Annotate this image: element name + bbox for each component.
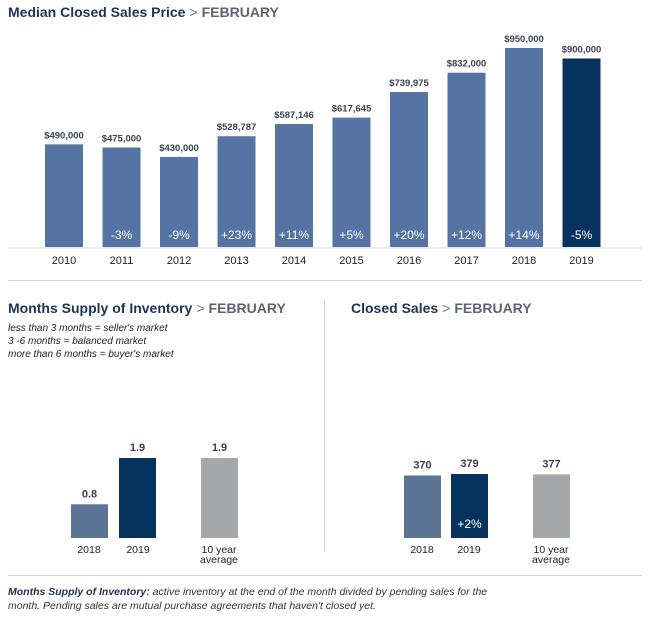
closed-sales-x-tick-0: 2018: [410, 544, 434, 556]
change-label-2014: +11%: [279, 228, 309, 242]
inventory-bar-2: [201, 458, 238, 538]
title-month: FEBRUARY: [454, 300, 532, 316]
closed-sales-bar-0: [404, 475, 441, 538]
inventory-bar-0: [71, 504, 108, 538]
bar-2017: [447, 72, 486, 247]
divider-horizontal-bottom: [8, 575, 642, 576]
inventory-title-text: Months Supply of Inventory: [8, 300, 193, 316]
closed-sales-change-label-1: +2%: [457, 517, 482, 531]
x-tick-2011: 2011: [110, 255, 134, 267]
value-label-2010: $490,000: [44, 130, 84, 141]
inventory-value-label-1: 1.9: [130, 442, 145, 454]
closed-sales-x-tick-1: 2019: [457, 544, 481, 556]
closed-sales-title-text: Closed Sales: [351, 300, 439, 316]
change-label-2013: +23%: [221, 228, 252, 242]
change-label-2012: -9%: [168, 228, 190, 242]
median-price-title-text: Median Closed Sales Price: [8, 4, 186, 20]
x-tick-2019: 2019: [569, 255, 593, 267]
closed-sales-value-label-1: 379: [460, 458, 478, 470]
inventory-x-tick-3: average: [200, 554, 238, 566]
closed-sales-bar-2: [533, 474, 570, 538]
change-label-2018: +14%: [508, 228, 539, 242]
title-month: FEBRUARY: [201, 4, 279, 20]
change-label-2019: -5%: [571, 228, 593, 242]
value-label-2013: $528,787: [217, 122, 257, 133]
change-label-2017: +12%: [451, 228, 482, 242]
bar-2016: [390, 91, 428, 247]
bar-2010: [45, 144, 83, 247]
x-tick-2015: 2015: [339, 255, 363, 267]
change-label-2011: -3%: [111, 228, 133, 242]
inventory-bar-1: [119, 458, 156, 538]
x-tick-2016: 2016: [397, 255, 421, 267]
footnote-text: active inventory at the end of the month…: [8, 586, 488, 612]
title-month: FEBRUARY: [208, 300, 286, 316]
closed-sales-value-label-0: 370: [413, 460, 431, 472]
inventory-title: Months Supply of Inventory > FEBRUARY: [8, 300, 286, 316]
market-note-buyer: more than 6 months = buyer's market: [8, 349, 174, 360]
divider-horizontal-top: [8, 280, 642, 281]
closed-sales-bar-1: [451, 474, 488, 538]
x-tick-2012: 2012: [167, 255, 191, 267]
value-label-2012: $430,000: [159, 143, 199, 154]
inventory-x-tick-1: 2019: [126, 544, 150, 556]
closed-sales-value-label-2: 377: [542, 458, 560, 470]
change-label-2016: +20%: [393, 228, 424, 242]
bar-2012: [160, 156, 198, 247]
x-tick-2014: 2014: [282, 255, 306, 267]
value-label-2011: $475,000: [102, 134, 142, 145]
footnote: Months Supply of Inventory: active inven…: [8, 585, 508, 613]
market-note-seller: less than 3 months = seller's market: [8, 323, 168, 334]
change-label-2015: +5%: [339, 228, 364, 242]
market-notes: less than 3 months = seller's market 3 -…: [8, 322, 174, 361]
bar-2019: [562, 58, 601, 248]
inventory-value-label-2: 1.9: [212, 442, 227, 454]
value-label-2015: $617,645: [332, 104, 372, 115]
bar-2011: [102, 147, 141, 247]
inventory-value-label-0: 0.8: [82, 488, 97, 500]
bar-2014: [275, 124, 313, 247]
value-label-2018: $950,000: [504, 34, 544, 45]
median-price-chart: $490,000 2010 $475,000 -3% 2011 $430,000 -9% 20…: [8, 34, 642, 267]
closed-sales-title: Closed Sales > FEBRUARY: [351, 300, 532, 316]
title-separator: >: [442, 300, 451, 316]
footnote-term: Months Supply of Inventory:: [8, 586, 150, 598]
bar-2013: [217, 136, 256, 247]
x-tick-2013: 2013: [224, 255, 248, 267]
title-separator: >: [196, 300, 205, 316]
market-note-balanced: 3 -6 months = balanced market: [8, 336, 147, 347]
title-separator: >: [189, 4, 198, 20]
value-label-2017: $832,000: [447, 59, 487, 70]
x-tick-2010: 2010: [52, 255, 76, 267]
x-tick-2017: 2017: [454, 255, 478, 267]
bar-2018: [505, 48, 543, 247]
median-price-title: Median Closed Sales Price > FEBRUARY: [8, 4, 279, 20]
inventory-x-tick-0: 2018: [77, 544, 101, 556]
value-label-2019: $900,000: [562, 44, 602, 55]
bar-2015: [332, 117, 371, 247]
value-label-2016: $739,975: [389, 78, 429, 89]
x-tick-2018: 2018: [512, 255, 536, 267]
inventory-x-tick-2: 10 year: [201, 544, 237, 556]
closed-sales-x-tick-3: average: [532, 554, 570, 566]
value-label-2014: $587,146: [274, 110, 314, 121]
closed-sales-x-tick-2: 10 year: [533, 544, 569, 556]
divider-vertical: [324, 300, 325, 552]
